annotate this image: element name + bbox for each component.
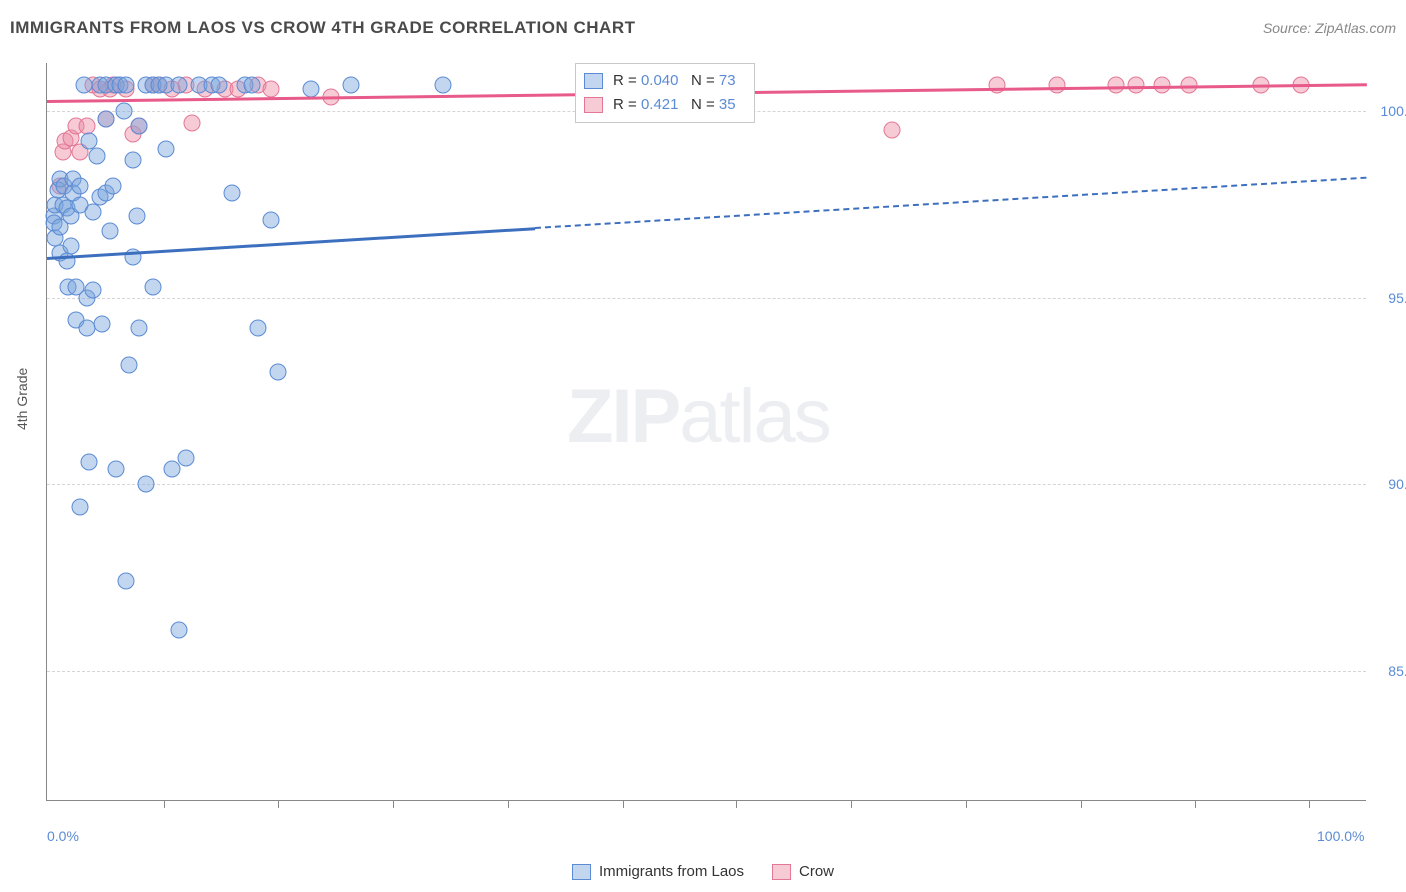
data-point xyxy=(118,77,135,94)
data-point xyxy=(435,77,452,94)
x-tick xyxy=(1309,800,1310,808)
data-point xyxy=(85,282,102,299)
data-point xyxy=(85,204,102,221)
watermark: ZIPatlas xyxy=(567,373,830,460)
data-point xyxy=(303,81,320,98)
data-point xyxy=(128,207,145,224)
data-point xyxy=(263,211,280,228)
legend-stats-row: R = 0.421 N = 35 xyxy=(584,93,736,117)
data-point xyxy=(131,118,148,135)
data-point xyxy=(1048,77,1065,94)
legend-stats: R = 0.040 N = 73R = 0.421 N = 35 xyxy=(575,63,755,123)
data-point xyxy=(72,498,89,515)
legend-stats-text: R = 0.421 N = 35 xyxy=(613,93,736,117)
chart-title: IMMIGRANTS FROM LAOS VS CROW 4TH GRADE C… xyxy=(10,18,636,38)
legend-swatch xyxy=(772,864,791,880)
x-tick-label: 100.0% xyxy=(1317,828,1364,844)
x-tick xyxy=(393,800,394,808)
x-tick xyxy=(1195,800,1196,808)
x-tick-label: 0.0% xyxy=(47,828,79,844)
x-tick xyxy=(508,800,509,808)
legend-item: Immigrants from Laos xyxy=(572,863,744,880)
legend-bottom: Immigrants from Laos Crow xyxy=(0,863,1406,880)
gridline xyxy=(47,671,1366,672)
data-point xyxy=(138,476,155,493)
legend-stats-row: R = 0.040 N = 73 xyxy=(584,69,736,93)
legend-swatch xyxy=(572,864,591,880)
data-point xyxy=(102,222,119,239)
legend-swatch xyxy=(584,97,603,113)
legend-label: Crow xyxy=(799,863,834,880)
data-point xyxy=(263,81,280,98)
data-point xyxy=(115,103,132,120)
data-point xyxy=(94,315,111,332)
data-point xyxy=(124,151,141,168)
data-point xyxy=(171,621,188,638)
data-point xyxy=(157,140,174,157)
data-point xyxy=(120,356,137,373)
data-point xyxy=(342,77,359,94)
data-point xyxy=(118,573,135,590)
gridline xyxy=(47,484,1366,485)
x-tick xyxy=(966,800,967,808)
y-tick-label: 95.0% xyxy=(1388,290,1406,306)
x-tick xyxy=(736,800,737,808)
data-point xyxy=(105,178,122,195)
legend-label: Immigrants from Laos xyxy=(599,863,744,880)
data-point xyxy=(75,77,92,94)
x-tick xyxy=(164,800,165,808)
x-tick xyxy=(1081,800,1082,808)
data-point xyxy=(223,185,240,202)
y-axis-title: 4th Grade xyxy=(14,368,30,430)
data-point xyxy=(107,461,124,478)
data-point xyxy=(144,278,161,295)
trend-line-dashed xyxy=(535,177,1367,229)
data-point xyxy=(989,77,1006,94)
data-point xyxy=(243,77,260,94)
legend-swatch xyxy=(584,73,603,89)
x-tick xyxy=(623,800,624,808)
data-point xyxy=(89,148,106,165)
data-point xyxy=(131,319,148,336)
data-point xyxy=(210,77,227,94)
trend-line xyxy=(47,227,536,259)
data-point xyxy=(184,114,201,131)
x-tick xyxy=(278,800,279,808)
data-point xyxy=(78,319,95,336)
y-tick-label: 100.0% xyxy=(1381,103,1406,119)
data-point xyxy=(177,450,194,467)
plot-area: ZIPatlas 85.0%90.0%95.0%100.0%0.0%100.0%… xyxy=(46,63,1366,801)
data-point xyxy=(81,453,98,470)
data-point xyxy=(98,110,115,127)
gridline xyxy=(47,298,1366,299)
data-point xyxy=(250,319,267,336)
data-point xyxy=(171,77,188,94)
data-point xyxy=(72,178,89,195)
data-point xyxy=(883,122,900,139)
data-point xyxy=(62,237,79,254)
y-tick-label: 90.0% xyxy=(1388,476,1406,492)
data-point xyxy=(270,364,287,381)
y-tick-label: 85.0% xyxy=(1388,663,1406,679)
chart-source: Source: ZipAtlas.com xyxy=(1263,20,1396,36)
legend-item: Crow xyxy=(772,863,834,880)
legend-stats-text: R = 0.040 N = 73 xyxy=(613,69,736,93)
x-tick xyxy=(851,800,852,808)
